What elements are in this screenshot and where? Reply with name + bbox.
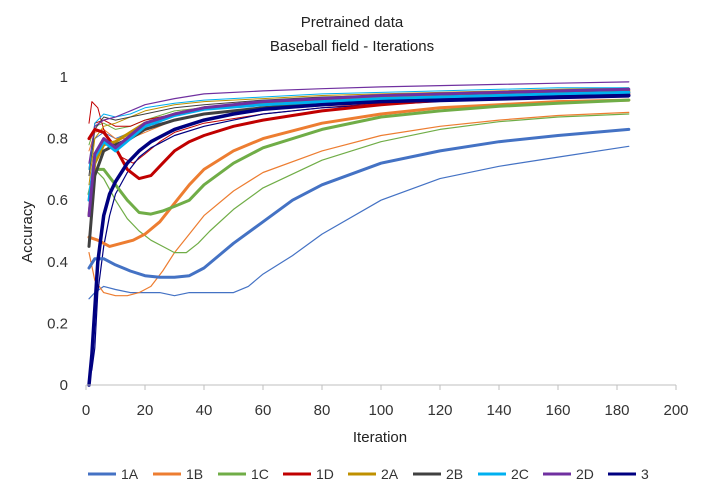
plot-area [87, 81, 631, 387]
x-tick-label: 0 [82, 402, 90, 419]
legend: 1A 1B 1C 1D 2A 2B 2C 2D 3 [88, 466, 649, 482]
x-tick-label: 80 [314, 402, 331, 419]
legend-label: 2C [511, 466, 529, 482]
series-line-2a [87, 89, 631, 218]
y-axis: 0 0.2 0.4 0.6 0.8 1 [47, 69, 68, 394]
series-line-companion [88, 113, 630, 254]
y-tick-label: 0.6 [47, 192, 68, 209]
series-line-companion [88, 111, 630, 297]
x-tick-label: 160 [545, 402, 570, 419]
series-line-1b [87, 98, 631, 248]
x-tick-label: 200 [663, 402, 688, 419]
y-tick-label: 0.2 [47, 315, 68, 332]
chart-subtitle: Baseball field - Iterations [270, 38, 434, 55]
y-tick-label: 0.8 [47, 131, 68, 148]
series-line-3 [87, 93, 631, 387]
legend-label: 2A [381, 466, 399, 482]
legend-item-1d: 1D [283, 466, 334, 482]
legend-item-2a: 2A [348, 466, 399, 482]
legend-label: 2D [576, 466, 594, 482]
legend-item-2c: 2C [478, 466, 529, 482]
legend-label: 2B [446, 466, 463, 482]
series-line-2d [87, 87, 631, 218]
legend-item-2d: 2D [543, 466, 594, 482]
x-tick-label: 40 [196, 402, 213, 419]
chart-title-group: Pretrained data Baseball field - Iterati… [270, 14, 434, 55]
x-tick-label: 20 [137, 402, 154, 419]
legend-item-3: 3 [608, 466, 649, 482]
x-tick-label: 180 [604, 402, 629, 419]
series-line-companion [88, 96, 630, 380]
legend-item-1c: 1C [218, 466, 269, 482]
x-axis-label: Iteration [353, 429, 407, 446]
x-axis: 0 20 40 60 80 100 120 140 160 180 200 [82, 384, 689, 419]
legend-item-2b: 2B [413, 466, 463, 482]
x-tick-label: 100 [368, 402, 393, 419]
legend-label: 1A [121, 466, 139, 482]
y-tick-label: 0 [60, 377, 68, 394]
series-line-companion [88, 87, 630, 170]
legend-label: 1B [186, 466, 203, 482]
x-tick-label: 140 [486, 402, 511, 419]
x-tick-label: 120 [427, 402, 452, 419]
chart-title: Pretrained data [301, 14, 404, 31]
legend-item-1b: 1B [153, 466, 203, 482]
series-line-1a [87, 127, 631, 279]
legend-item-1a: 1A [88, 466, 139, 482]
legend-label: 3 [641, 466, 649, 482]
series-line-companion [88, 145, 630, 300]
y-axis-label: Accuracy [19, 201, 36, 263]
x-tick-label: 60 [255, 402, 272, 419]
legend-label: 1C [251, 466, 269, 482]
y-tick-label: 1 [60, 69, 68, 86]
legend-label: 1D [316, 466, 334, 482]
series-line-companion [88, 81, 630, 164]
y-tick-label: 0.4 [47, 254, 68, 271]
